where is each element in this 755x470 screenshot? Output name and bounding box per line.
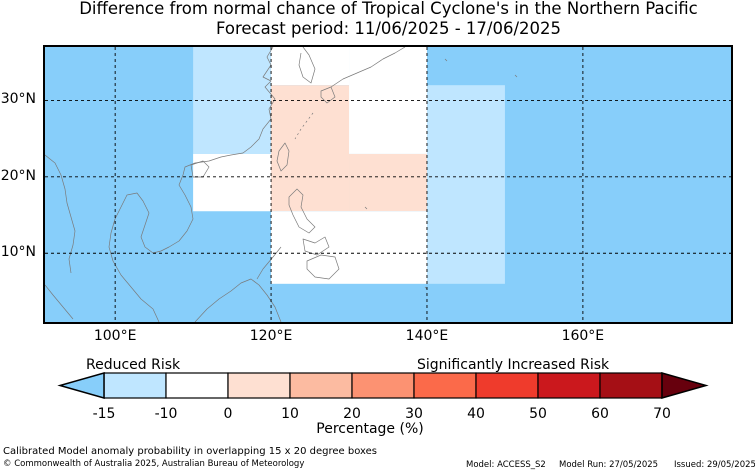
- visayas-islands: [302, 236, 330, 256]
- colorbar-tick-label: 10: [281, 406, 299, 422]
- map-panel: [43, 45, 733, 324]
- model-name: Model: ACCESS_S2: [466, 460, 546, 470]
- luzon-island: [288, 188, 316, 234]
- colorbar-tick-label: 60: [591, 406, 609, 422]
- forecast-period: Forecast period: 11/06/2025 - 17/06/2025: [215, 19, 562, 38]
- asia-coastline: [108, 47, 276, 322]
- model-run-date: Model Run: 27/05/2025: [559, 460, 659, 470]
- colorbar-tick-label: 20: [343, 406, 361, 422]
- myanmar-coastline: [45, 154, 76, 274]
- hainan-island: [190, 160, 210, 178]
- colorbar-tick-label: 40: [467, 406, 485, 422]
- colorbar-tick-label: 0: [223, 406, 233, 422]
- colorbar-under-arrow: [57, 372, 105, 399]
- colorbar-segment: [537, 372, 601, 399]
- lat-lon-gridlines: [45, 47, 731, 322]
- footnote: Calibrated Model anomaly probability in …: [3, 446, 378, 457]
- colorbar-segment: [289, 372, 353, 399]
- colorbar-tick-label: -10: [154, 406, 178, 422]
- colorbar: [57, 372, 709, 399]
- latitude-tick-label: 30°N: [0, 91, 36, 108]
- colorbar-unit-label: Percentage (%): [316, 421, 424, 437]
- japan-islands: [330, 47, 406, 88]
- korea-peninsula: [298, 47, 316, 84]
- colorbar-segment: [475, 372, 539, 399]
- anomaly-cell: [193, 153, 272, 212]
- mindanao-island: [306, 254, 340, 280]
- colorbar-tick-label: 50: [529, 406, 547, 422]
- longitude-tick-label: 140°E: [405, 328, 449, 344]
- anomaly-cells: [193, 47, 505, 284]
- palawan-island: [256, 246, 282, 280]
- colorbar-tick-label: 70: [653, 406, 671, 422]
- pacific-islets: [364, 58, 518, 290]
- colorbar-over-arrow: [661, 372, 709, 399]
- longitude-tick-label: 100°E: [93, 328, 137, 344]
- longitude-tick-label: 120°E: [249, 328, 293, 344]
- longitude-tick-label: 160°E: [561, 328, 605, 344]
- latitude-tick-label: 20°N: [0, 167, 36, 184]
- colorbar-segment: [413, 372, 477, 399]
- latitude-tick-label: 10°N: [0, 244, 36, 261]
- issued-date: Issued: 29/05/2025: [674, 460, 755, 470]
- colorbar-tick-label: -15: [92, 406, 116, 422]
- anomaly-cell: [349, 153, 427, 212]
- kyushu-island: [320, 86, 336, 104]
- reduced-risk-caption: Reduced Risk: [86, 357, 181, 373]
- map-canvas: [45, 47, 731, 322]
- colorbar-segment: [165, 372, 229, 399]
- colorbar-segments: [57, 372, 709, 399]
- anomaly-cell: [426, 85, 505, 284]
- taiwan-island: [276, 142, 290, 172]
- anomaly-cell: [271, 47, 350, 86]
- colorbar-segment: [351, 372, 415, 399]
- increased-risk-caption: Significantly Increased Risk: [417, 357, 610, 373]
- borneo-coastline: [194, 278, 282, 322]
- sumatra-coastline: [45, 284, 74, 320]
- map-title: Difference from normal chance of Tropica…: [79, 0, 698, 18]
- ryukyu-islands: [294, 112, 314, 140]
- anomaly-cell: [271, 85, 350, 212]
- colorbar-tick-label: 30: [405, 406, 423, 422]
- copyright-notice: © Commonwealth of Australia 2025, Austra…: [3, 459, 305, 469]
- anomaly-cell: [271, 211, 427, 284]
- colorbar-segment: [103, 372, 167, 399]
- colorbar-segment: [227, 372, 291, 399]
- colorbar-segment: [599, 372, 663, 399]
